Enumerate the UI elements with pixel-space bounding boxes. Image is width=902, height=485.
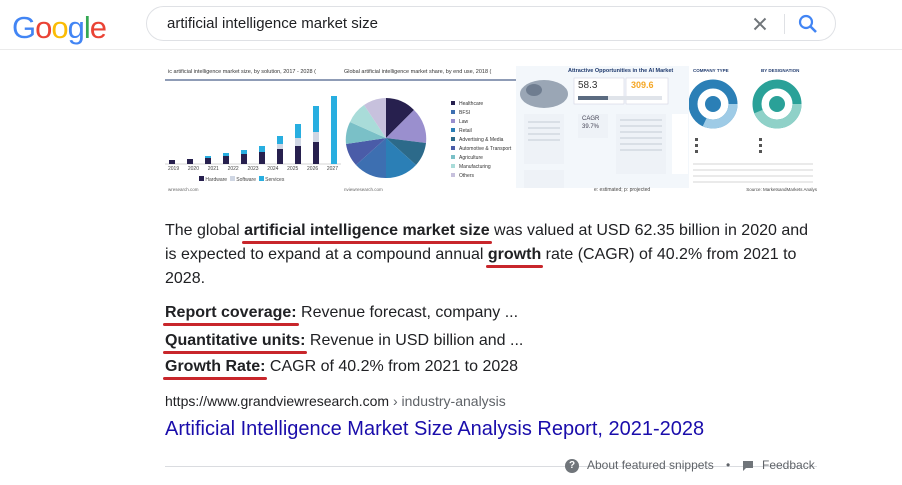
thumb1-legend: Hardware Software Services	[199, 176, 284, 183]
feedback-icon	[743, 460, 753, 471]
search-button[interactable]	[796, 12, 820, 36]
result-url-host: https://www.grandviewresearch.com	[165, 393, 390, 409]
thumb3-footer: e: estimated; p: projected	[594, 187, 651, 193]
growth-rate-key: Growth Rate:	[165, 358, 266, 375]
feedback-label: Feedback	[762, 458, 815, 472]
thumb1-year: 2021	[207, 166, 219, 172]
snippet-text: was valued at USD 62.35 billion in 2020 …	[489, 222, 809, 239]
thumb1-year: 2022	[227, 166, 239, 172]
snippet-line-2: is expected to expand at a compound annu…	[165, 243, 825, 267]
logo-letter-g: G	[12, 10, 36, 45]
thumb4-label-2: BY DESIGNATION	[761, 68, 800, 73]
report-coverage-key: Report coverage:	[165, 304, 297, 321]
thumb1-year: 2027	[326, 166, 338, 172]
result-title-link[interactable]: Artificial Intelligence Market Size Anal…	[165, 418, 705, 440]
thumb1-year: 2019	[168, 166, 180, 172]
thumb2-legend-item: Others	[459, 173, 475, 179]
about-featured-snippets-label: About featured snippets	[587, 458, 714, 472]
thumb1-year: 2025	[287, 166, 299, 172]
logo-letter-e: e	[89, 10, 107, 45]
snippet-divider	[165, 466, 817, 467]
search-input[interactable]	[167, 7, 727, 40]
logo-letter-o1: o	[35, 10, 52, 45]
thumb3-title: Attractive Opportunities in the AI Marke…	[568, 68, 674, 74]
thumb1-legend-item: Hardware	[205, 177, 228, 183]
search-divider	[784, 14, 785, 34]
about-featured-snippets-link[interactable]: ? About featured snippets	[565, 458, 714, 473]
growth-rate-row: Growth Rate: CAGR of 40.2% from 2021 to …	[165, 355, 518, 379]
thumb1-year: 2023	[247, 166, 259, 172]
thumb1-year: 2024	[267, 166, 279, 172]
thumb1-year: 2026	[307, 166, 319, 172]
snippet-line-3: 2028.	[165, 270, 206, 287]
thumb1-legend-item: Software	[236, 177, 256, 183]
thumb3-value-2: 309.6	[631, 80, 654, 90]
quantitative-units-key: Quantitative units:	[165, 332, 306, 349]
thumb2-legend: Healthcare BFSI Law Retail Advertising &…	[459, 100, 511, 181]
footer-separator: •	[726, 458, 731, 472]
thumb2-legend-item: Advertising & Media	[459, 137, 504, 143]
featured-snippet-text: The global artificial intelligence marke…	[165, 219, 825, 291]
thumb2-legend-item: Agriculture	[459, 155, 483, 161]
thumb1-title: ic artificial intelligence market size, …	[168, 69, 316, 75]
thumb2-source: nviewresearch.com	[344, 187, 383, 192]
thumb1-bar-graphic	[165, 79, 341, 165]
snippet-text: is expected to expand at a compound annu…	[165, 246, 488, 263]
quantitative-units-row: Quantitative units: Revenue in USD billi…	[165, 329, 523, 353]
thumb2-legend-item: Manufacturing	[459, 164, 491, 170]
thumb4-donuts	[689, 79, 813, 183]
clear-search-button[interactable]	[748, 12, 772, 36]
google-logo[interactable]: Google	[12, 10, 107, 46]
image-thumbnail-3[interactable]: Attractive Opportunities in the AI Marke…	[516, 66, 689, 195]
snippet-line-1: The global artificial intelligence marke…	[165, 219, 825, 243]
close-icon	[753, 17, 767, 31]
growth-rate-value: CAGR of 40.2% from 2021 to 2028	[265, 358, 519, 375]
thumb2-legend-item: Healthcare	[459, 101, 484, 107]
image-strip: ic artificial intelligence market size, …	[165, 66, 817, 195]
feedback-link[interactable]: Feedback	[742, 458, 815, 472]
thumb3-value-1: 58.3	[578, 80, 598, 91]
search-icon	[798, 14, 817, 33]
snippet-text: rate (CAGR) of 40.2% from 2021 to	[541, 246, 797, 263]
thumb4-source: Source: MarketsandMarkets Analys	[746, 187, 817, 192]
image-thumbnail-2[interactable]: Global artificial intelligence market sh…	[341, 66, 516, 195]
thumb2-legend-item: Retail	[459, 128, 472, 134]
thumb1-source: wresearch.com	[168, 187, 199, 192]
thumb2-legend-item: Automotive & Transport	[459, 146, 512, 152]
thumb2-legend-item: Law	[459, 119, 469, 125]
snippet-text: The global	[165, 222, 245, 239]
report-coverage-value: Revenue forecast, company ...	[296, 304, 519, 321]
header-divider	[0, 49, 902, 50]
logo-letter-g2: g	[67, 10, 85, 45]
thumb2-pie-graphic	[341, 79, 516, 179]
result-url[interactable]: https://www.grandviewresearch.com › indu…	[165, 393, 506, 409]
thumb2-legend-item: BFSI	[459, 110, 471, 116]
thumb3-infographic	[516, 77, 689, 195]
thumb2-title: Global artificial intelligence market sh…	[344, 69, 492, 75]
thumb4-label-1: COMPANY TYPE	[693, 68, 729, 73]
highlight-term: artificial intelligence market size	[244, 222, 490, 239]
image-thumbnail-1[interactable]: ic artificial intelligence market size, …	[165, 66, 341, 195]
quantitative-units-value: Revenue in USD billion and ...	[305, 332, 524, 349]
thumb1-legend-item: Services	[265, 177, 285, 183]
thumb1-year: 2020	[187, 166, 199, 172]
logo-letter-o2: o	[51, 10, 68, 45]
logo-letter-l: l	[83, 10, 91, 45]
highlight-term: growth	[487, 246, 542, 263]
search-box	[146, 6, 836, 41]
thumb1-years: 2019 2020 2021 2022 2023 2024 2025 2026 …	[165, 166, 341, 172]
image-thumbnail-4[interactable]: COMPANY TYPE BY DESIGNATION Source: Mark…	[689, 66, 817, 195]
result-url-breadcrumb: › industry-analysis	[389, 393, 506, 409]
help-icon: ?	[565, 458, 579, 473]
thumb3-cagr-value: 39.7%	[582, 124, 600, 130]
report-coverage-row: Report coverage: Revenue forecast, compa…	[165, 301, 518, 325]
thumb3-cagr-label: CAGR	[582, 116, 600, 122]
